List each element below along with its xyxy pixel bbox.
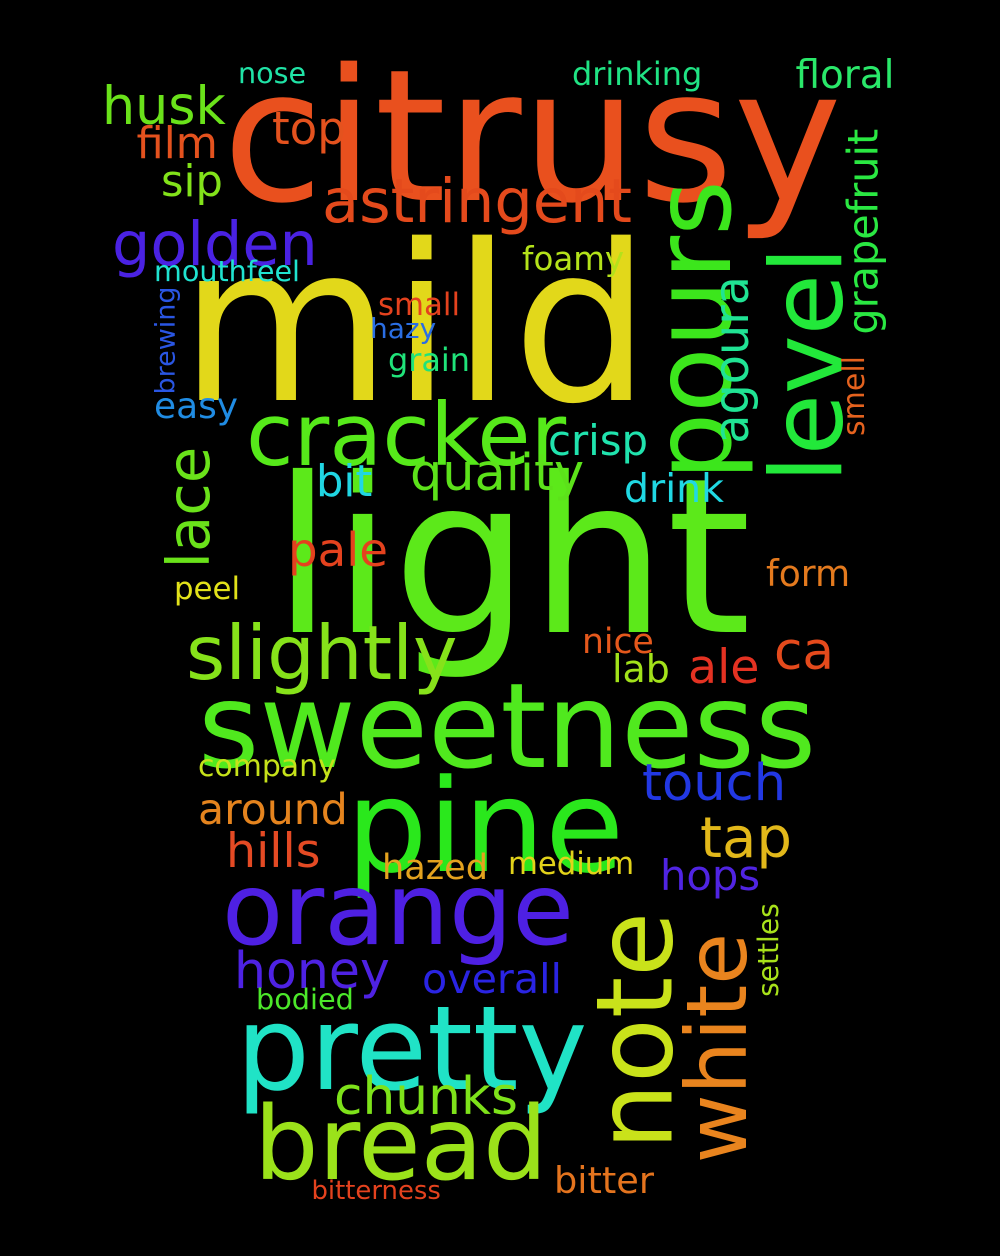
word-hops: hops	[660, 851, 761, 900]
word-overall: overall	[422, 954, 562, 1003]
word-hazed: hazed	[382, 846, 488, 888]
word-easy: easy	[154, 386, 239, 427]
word-quality: quality	[410, 443, 585, 503]
word-citrusy: citrusy	[222, 30, 842, 244]
word-light: light	[272, 432, 752, 683]
word-foamy: foamy	[522, 239, 625, 278]
word-bitter: bitter	[554, 1158, 654, 1202]
word-medium: medium	[508, 846, 635, 882]
word-orange: orange	[222, 851, 574, 968]
word-agoura: agoura	[705, 275, 761, 444]
word-brewing: brewing	[150, 285, 182, 395]
word-pine: pine	[346, 752, 625, 902]
word-grapefruit: grapefruit	[839, 128, 888, 335]
word-golden: golden	[112, 210, 318, 280]
word-cracker: cracker	[246, 385, 567, 486]
word-ale: ale	[688, 640, 760, 695]
word-pale: pale	[288, 523, 388, 578]
word-sweetness: sweetness	[198, 658, 817, 795]
word-around: around	[198, 784, 348, 835]
word-small: small	[378, 286, 461, 323]
word-tap: tap	[700, 806, 792, 871]
word-hazy: hazy	[370, 312, 437, 345]
word-smell: smell	[836, 356, 872, 436]
word-settles: settles	[751, 903, 785, 997]
word-bit: bit	[316, 456, 373, 507]
word-ca: ca	[774, 622, 835, 682]
word-honey: honey	[234, 940, 390, 1000]
word-pretty: pretty	[236, 981, 588, 1117]
word-mouthfeel: mouthfeel	[154, 253, 300, 288]
word-crisp: crisp	[548, 416, 649, 465]
word-company: company	[198, 749, 336, 784]
word-bodied: bodied	[256, 981, 354, 1016]
word-sip: sip	[161, 156, 223, 207]
word-lace: lace	[154, 446, 224, 568]
word-form: form	[766, 553, 851, 595]
word-peel: peel	[174, 570, 240, 607]
word-astringent: astringent	[322, 166, 633, 237]
word-lab: lab	[612, 647, 670, 691]
word-chunks: chunks	[334, 1067, 518, 1127]
word-drink: drink	[624, 465, 724, 512]
word-nose: nose	[238, 55, 307, 90]
word-floral: floral	[795, 52, 895, 98]
word-film: film	[136, 118, 218, 169]
word-bitterness: bitterness	[311, 1176, 441, 1206]
word-husk: husk	[102, 76, 226, 137]
word-top: top	[272, 101, 346, 155]
word-white: white	[668, 932, 767, 1164]
word-nice: nice	[582, 621, 654, 662]
word-grain: grain	[388, 341, 470, 379]
word-bread: bread	[254, 1085, 548, 1203]
word-slightly: slightly	[186, 608, 458, 697]
word-hills: hills	[226, 824, 321, 879]
word-mild: mild	[179, 199, 651, 452]
word-touch: touch	[642, 753, 787, 813]
word-drinking: drinking	[572, 55, 703, 93]
